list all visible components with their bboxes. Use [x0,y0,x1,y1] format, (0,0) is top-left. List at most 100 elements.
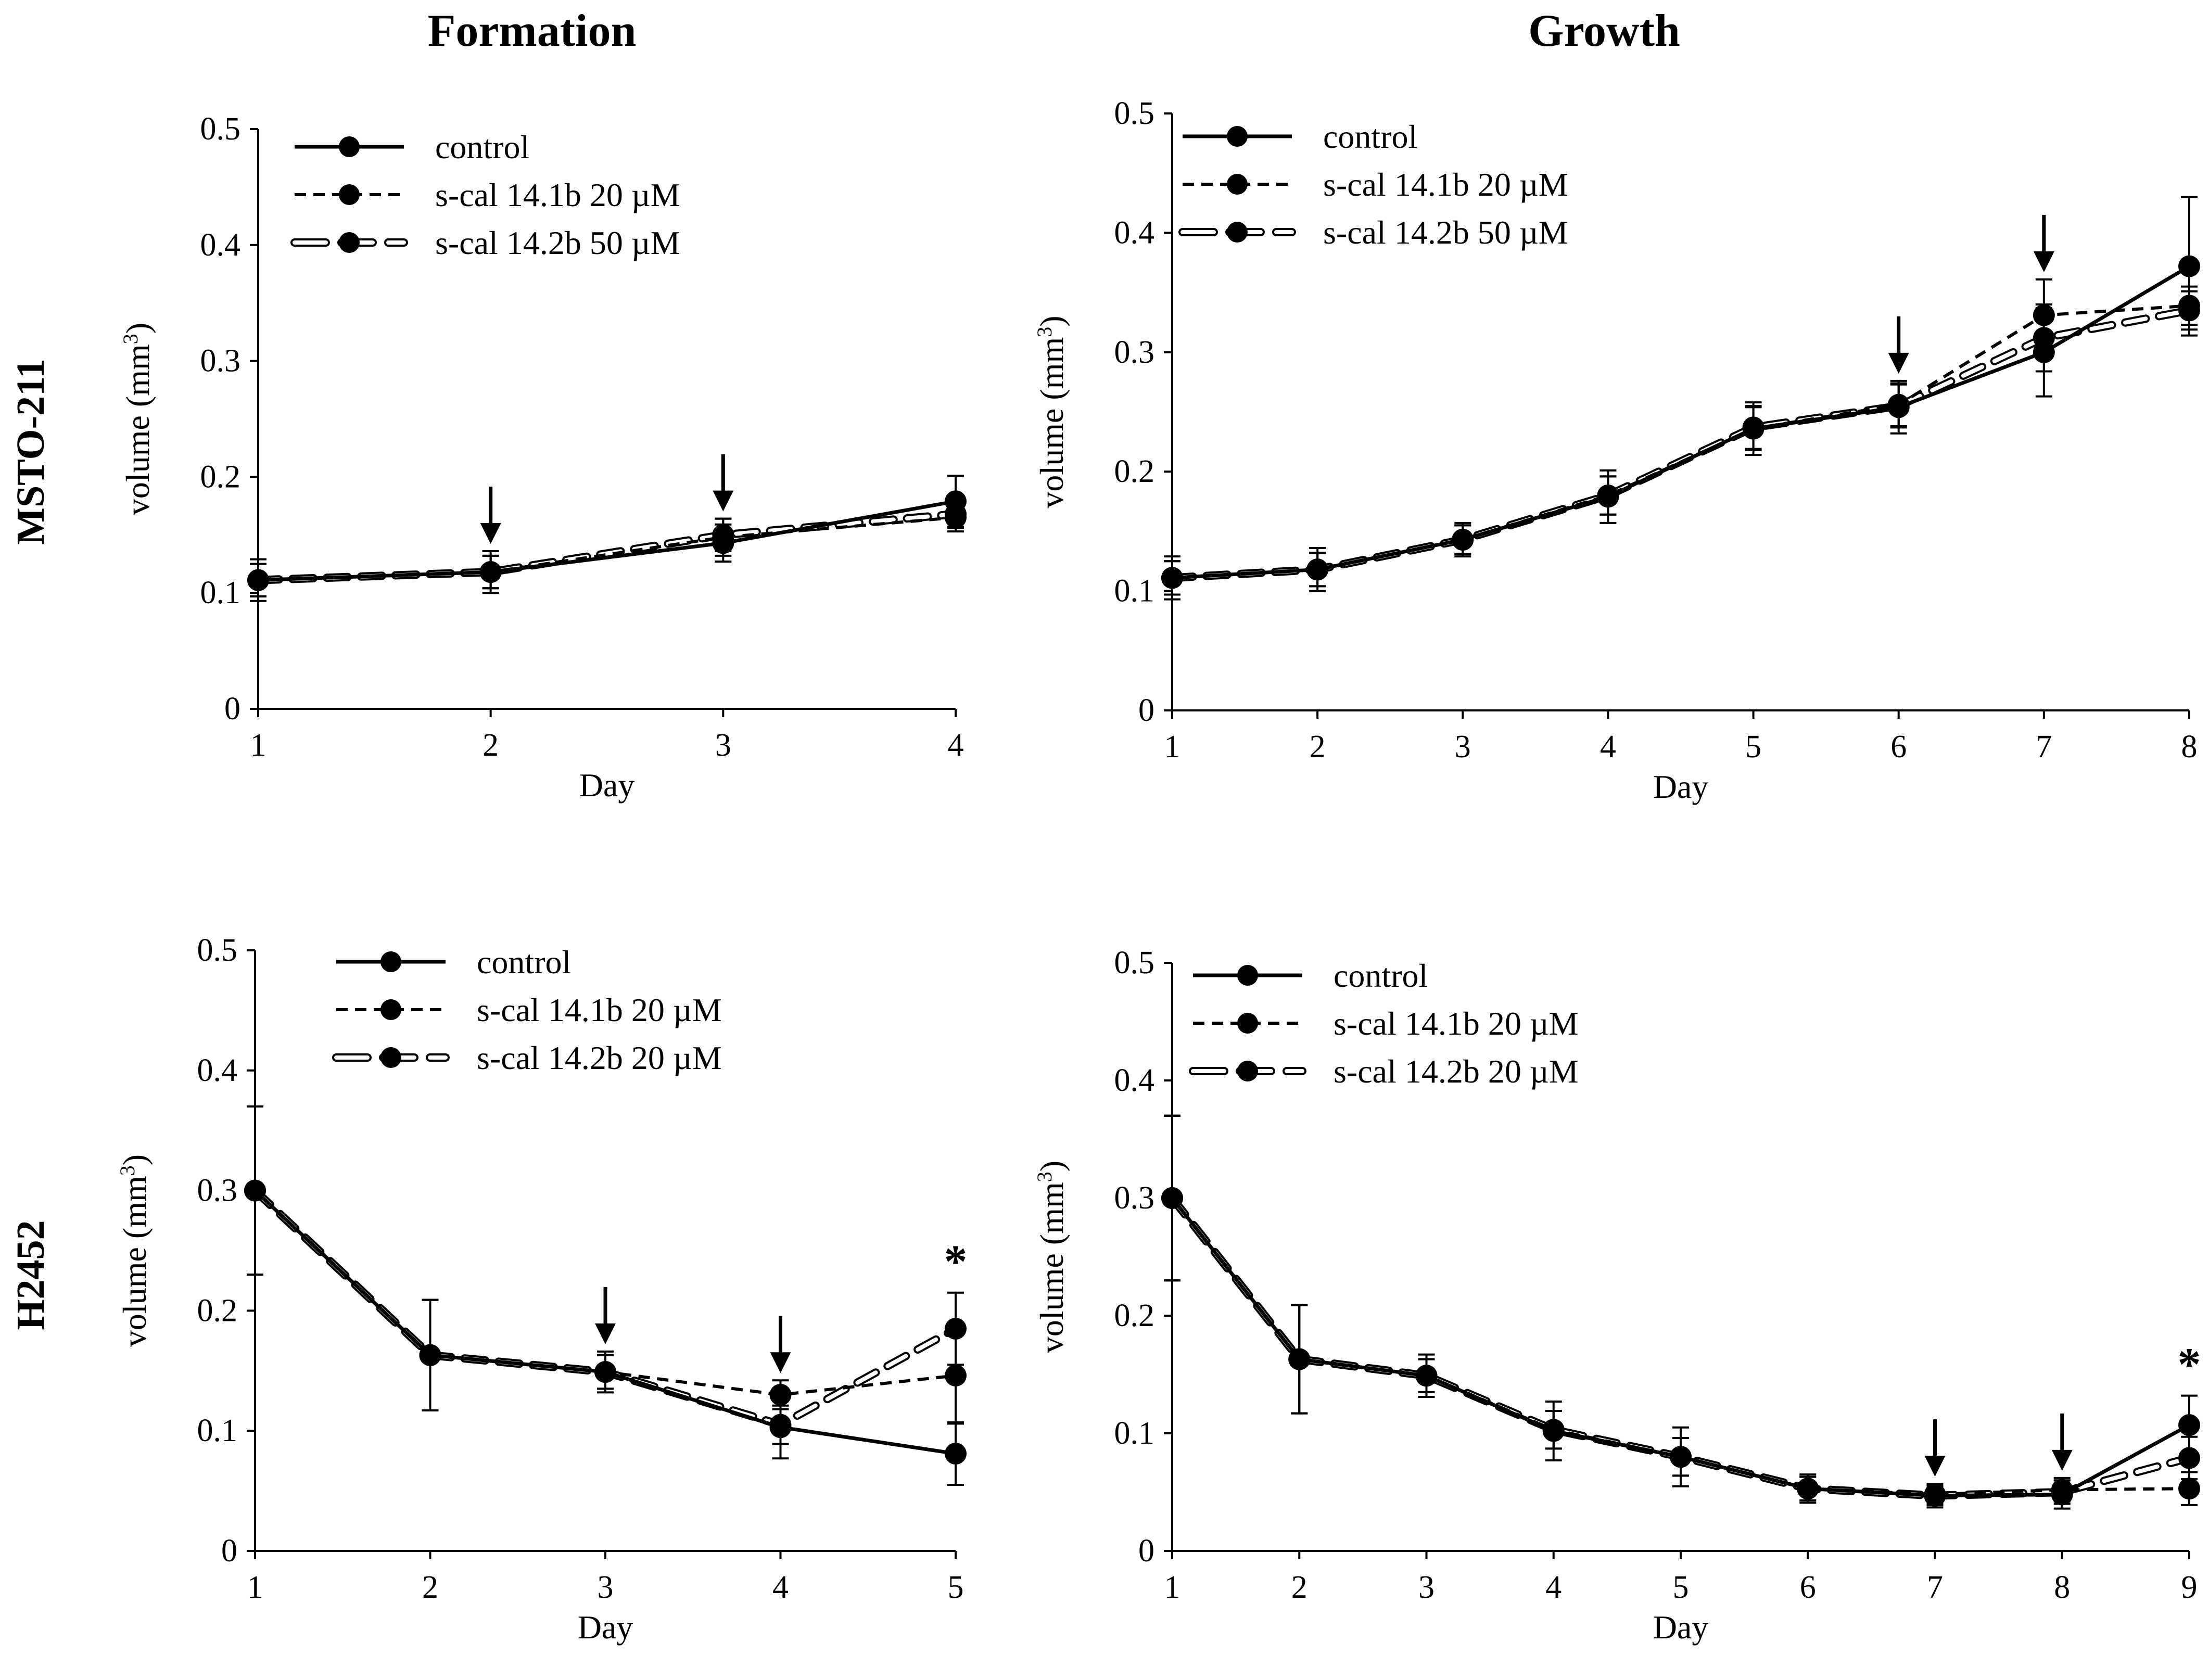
y-tick-label: 0.5 [1114,945,1155,981]
x-tick-label: 1 [247,1570,263,1605]
y-tick-label: 0.4 [1114,1063,1155,1098]
legend-entry: s-cal 14.1b 20 µM [1323,166,1568,203]
y-tick-label: 0 [1138,1533,1154,1569]
treatment-arrow-head [713,490,734,512]
x-tick-label: 3 [598,1570,614,1605]
series-solid-point [1161,567,1183,589]
x-axis-label: Day [1653,1609,1709,1646]
legend-entry: control [1334,957,1428,994]
x-tick-label: 7 [1927,1570,1943,1605]
series-solid-point [1670,1446,1692,1468]
y-tick-label: 0.2 [1114,454,1155,489]
series-hollow-point [2178,1447,2200,1469]
legend-entry: s-cal 14.2b 20 µM [477,1039,722,1076]
x-tick-label: 3 [715,728,731,763]
y-tick-label: 0.5 [197,933,238,968]
legend-marker [1227,126,1248,147]
x-axis-label: Day [579,767,635,804]
series-solid-point [1306,558,1329,581]
series-solid-point [419,1344,441,1366]
series-solid-point [1924,1484,1946,1507]
series-dashed-point [769,1383,792,1406]
series-solid-point [594,1361,616,1383]
series-solid-point [1797,1478,1819,1500]
y-tick-label: 0.1 [200,575,241,610]
y-tick-label: 0 [1138,693,1154,728]
series-solid-point [769,1416,792,1439]
series-solid-point [1597,486,1619,508]
y-tick-label: 0.4 [197,1053,238,1088]
series-solid-point [945,490,967,513]
series-dashed-point [2178,1478,2200,1500]
y-tick-label: 0.4 [1114,215,1155,250]
legend-entry: s-cal 14.2b 50 µM [1323,214,1568,251]
x-tick-label: 4 [772,1570,789,1605]
x-tick-label: 5 [1673,1570,1689,1605]
x-tick-label: 2 [1291,1570,1307,1605]
legend-marker [380,999,401,1020]
legend-entry: s-cal 14.1b 20 µM [477,991,722,1028]
legend-marker [339,184,360,205]
significance-star: * [2178,1339,2201,1391]
y-tick-label: 0.1 [197,1413,238,1448]
series-solid-point [2178,1414,2200,1436]
legend-entry: s-cal 14.2b 50 µM [435,224,680,261]
series-hollow-line [256,512,958,582]
legend-entry: control [477,944,571,981]
x-axis-label: Day [578,1609,633,1646]
series-solid-point [2178,255,2200,277]
column-title-growth: Growth [1528,6,1680,56]
y-tick-label: 0.2 [200,459,241,494]
y-tick-label: 0 [221,1533,237,1569]
x-tick-label: 4 [948,728,964,763]
x-tick-label: 2 [483,728,499,763]
x-tick-label: 7 [2036,729,2052,765]
series-solid-point [1452,528,1474,551]
series-solid-point [2033,341,2055,363]
treatment-arrow-head [2051,1449,2073,1471]
series-solid-point [1742,417,1764,440]
y-tick-label: 0.2 [1114,1298,1155,1333]
significance-star: * [944,1236,968,1288]
column-title-formation: Formation [428,6,637,56]
x-tick-label: 8 [2054,1570,2070,1605]
series-solid-point [1887,396,1910,418]
chart-panels: 0 0.1 0.2 0.3 0.4 0.5 1 2 3 4 Day volume (mm3) contr… [116,96,2201,1646]
series-solid-point [1288,1348,1311,1370]
x-tick-label: 6 [1890,729,1907,765]
chart-panel-msto-211-formation: 0 0.1 0.2 0.3 0.4 0.5 1 2 3 4 Day volume (mm3) contr… [119,111,967,804]
series-solid-point [1542,1420,1565,1442]
series-solid-point [945,1443,967,1465]
y-axis-label: volume (mm3) [1033,1161,1071,1353]
legend-marker [380,1047,401,1068]
row-label-h2452: H2452 [9,1220,53,1330]
treatment-arrow-head [770,1352,791,1373]
legend-marker [1227,222,1248,243]
y-axis-label: volume (mm3) [1033,315,1071,508]
legend-entry: control [1323,118,1417,155]
chart-panel-msto-211-growth: 0 0.1 0.2 0.3 0.4 0.5 1 2 3 4 5 6 7 8 Day volume (mm3) c… [1033,96,2200,805]
treatment-arrow-head [480,523,501,544]
y-tick-label: 0 [224,691,240,727]
y-tick-label: 0.3 [200,343,241,379]
legend-entry: s-cal 14.1b 20 µM [435,176,680,213]
row-label-msto-211: MSTO-211 [9,359,53,545]
y-tick-label: 0.1 [1114,1416,1155,1451]
legend-marker [339,136,360,157]
x-tick-label: 3 [1455,729,1471,765]
x-tick-label: 5 [1745,729,1761,765]
legend-entry: s-cal 14.1b 20 µM [1334,1005,1579,1042]
treatment-arrow-head [1888,352,1909,374]
y-tick-label: 0.5 [1114,96,1155,131]
x-tick-label: 1 [1164,729,1180,765]
treatment-arrow-head [595,1323,616,1344]
legend-marker [1227,174,1248,195]
series-solid-point [244,1179,266,1202]
treatment-arrow-head [1924,1456,1946,1477]
y-tick-label: 0.3 [1114,1180,1155,1216]
x-tick-label: 4 [1600,729,1616,765]
y-tick-label: 0.1 [1114,574,1155,609]
legend-marker [339,232,360,253]
chart-panel-h2452-formation: 0 0.1 0.2 0.3 0.4 0.5 1 2 3 4 5 Day volume (mm3) * con… [116,933,968,1646]
